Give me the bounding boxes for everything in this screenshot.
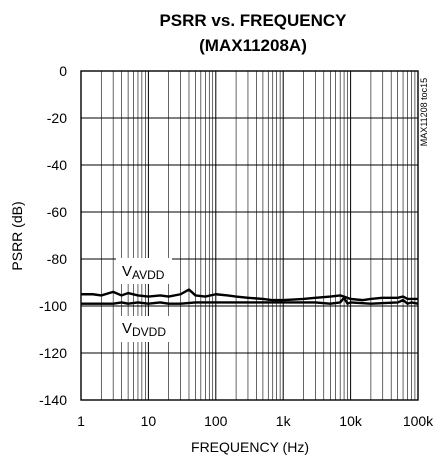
x-tick-label: 100k xyxy=(403,413,434,429)
x-tick-label: 100 xyxy=(204,413,228,429)
y-tick-label: -20 xyxy=(47,110,67,126)
series-line-avdd xyxy=(81,288,418,302)
x-tick-label: 10k xyxy=(339,413,363,429)
y-tick-label: 0 xyxy=(59,63,67,79)
chart-subtitle: (MAX11208A) xyxy=(199,36,307,55)
x-tick-labels: 1 10 100 1k 10k 100k xyxy=(77,413,434,429)
series-label-dvdd: VDVDD xyxy=(122,320,166,339)
y-tick-label: -120 xyxy=(39,345,67,361)
figure-code: MAX11208 toc15 xyxy=(419,78,429,146)
y-axis-label: PSRR (dB) xyxy=(9,201,25,270)
chart-title: PSRR vs. FREQUENCY xyxy=(159,11,347,30)
y-tick-label: -100 xyxy=(39,298,67,314)
x-tick-label: 1 xyxy=(77,413,85,429)
series-label-dvdd-sub: DVDD xyxy=(132,325,166,339)
series-traces xyxy=(81,288,419,305)
series-line-dvdd xyxy=(81,296,419,305)
y-tick-label: -80 xyxy=(47,251,67,267)
y-tick-label: -140 xyxy=(39,392,67,408)
y-tick-labels: 0 -20 -40 -60 -80 -100 -120 -140 xyxy=(39,63,67,408)
y-tick-label: -40 xyxy=(47,157,67,173)
series-label-avdd-sub: AVDD xyxy=(132,268,165,282)
x-tick-label: 10 xyxy=(141,413,157,429)
x-axis-label: FREQUENCY (Hz) xyxy=(191,439,309,455)
plot-grid xyxy=(80,70,419,401)
series-label-avdd: VAVDD xyxy=(122,263,165,282)
dvdd-label-backdrop xyxy=(116,316,172,342)
series-label-avdd-main: V xyxy=(122,263,132,280)
avdd-label-backdrop xyxy=(116,258,172,284)
series-label-dvdd-main: V xyxy=(122,320,132,337)
y-tick-label: -60 xyxy=(47,204,67,220)
x-tick-label: 1k xyxy=(276,413,292,429)
plot-frame xyxy=(80,70,419,401)
